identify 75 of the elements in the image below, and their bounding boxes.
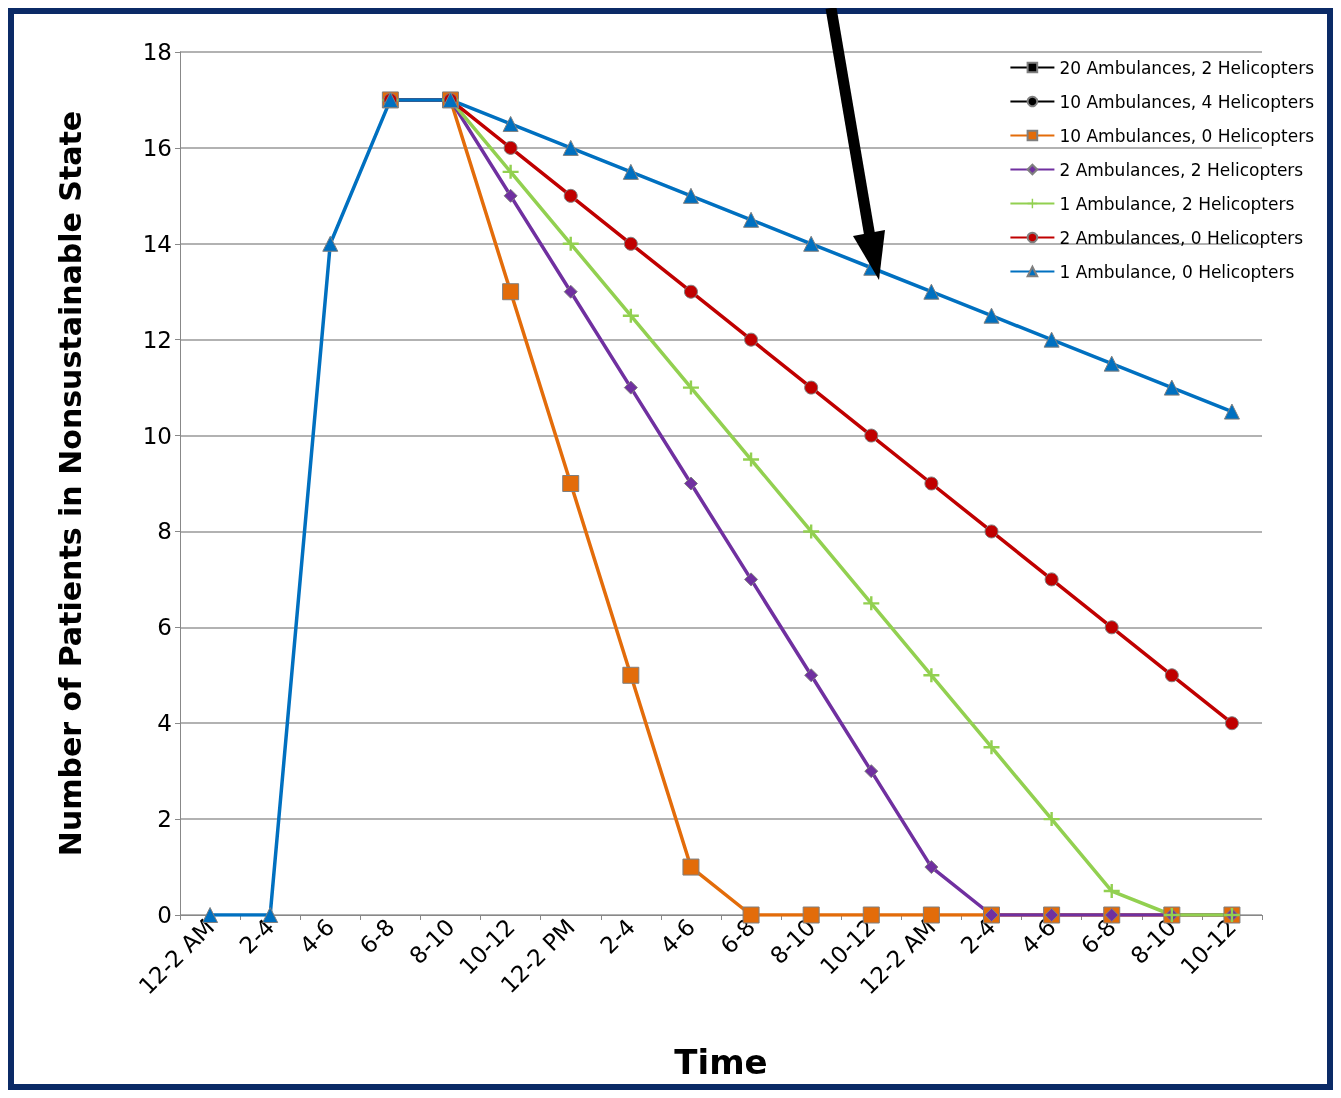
y-tick-label: 4 (157, 710, 172, 737)
point (984, 524, 999, 539)
y-tick-label: 2 (157, 806, 172, 833)
legend-label: 1 Ambulance, 0 Helicopters (1059, 261, 1295, 282)
x-tick-label: 2-4 (234, 913, 280, 959)
point (863, 596, 880, 611)
legend-label: 2 Ambulances, 0 Helicopters (1059, 227, 1304, 248)
point (322, 235, 339, 252)
point (562, 475, 580, 492)
legend-label: 2 Ambulances, 2 Helicopters (1059, 159, 1304, 180)
x-tick-label: 6-8 (715, 913, 761, 959)
point (1043, 331, 1060, 348)
point (682, 858, 700, 876)
point (502, 164, 519, 179)
y-tick-label: 0 (157, 902, 172, 928)
point (623, 380, 638, 395)
legend-label: 10 Ambulances, 0 Helicopters (1059, 125, 1315, 146)
point (683, 284, 698, 299)
x-tick-label: 6-8 (1075, 913, 1121, 959)
point (622, 666, 640, 684)
point (682, 380, 699, 395)
point (743, 211, 760, 228)
x-tick-label: 4-6 (294, 913, 340, 959)
point (622, 308, 639, 323)
point (622, 163, 639, 180)
y-tick-label: 16 (142, 134, 172, 161)
point (503, 140, 518, 155)
point (682, 187, 699, 204)
point (563, 284, 578, 299)
x-axis-title: Time (674, 1042, 768, 1082)
y-tick-label: 8 (157, 518, 172, 545)
point (1164, 668, 1179, 683)
legend-label: 20 Ambulances, 2 Helicopters (1059, 57, 1315, 78)
x-tick-label: 2-4 (955, 913, 1001, 959)
point (864, 428, 879, 443)
point (503, 188, 518, 203)
point (1223, 403, 1240, 420)
y-tick-label: 10 (142, 422, 172, 449)
y-tick-label: 18 (142, 39, 172, 65)
point (744, 332, 759, 347)
x-tick-label: 4-6 (655, 913, 701, 959)
point (623, 236, 638, 251)
legend-label: 1 Ambulance, 2 Helicopters (1059, 193, 1295, 214)
point (923, 283, 940, 300)
point (983, 307, 1000, 324)
y-tick-label: 14 (142, 230, 172, 257)
point (803, 235, 820, 252)
point (502, 115, 519, 132)
point (1163, 379, 1180, 396)
x-tick-label: 6-8 (354, 913, 400, 959)
y-tick-label: 12 (142, 326, 172, 353)
point (983, 740, 1000, 755)
y-axis-title: Number of Patients in Nonsustainable State (52, 110, 88, 857)
point (1103, 355, 1120, 372)
point (804, 380, 819, 395)
point (1104, 620, 1119, 635)
legend-label: 10 Ambulances, 4 Helicopters (1059, 91, 1315, 112)
point (804, 668, 819, 683)
point (743, 452, 760, 467)
point (1224, 716, 1239, 731)
x-tick-label: 2-4 (595, 913, 641, 959)
point (562, 139, 579, 156)
point (502, 283, 520, 301)
x-tick-label: 4-6 (1015, 913, 1061, 959)
point (744, 572, 759, 587)
point (683, 476, 698, 491)
point (803, 524, 820, 539)
point (1043, 812, 1060, 827)
point (924, 476, 939, 491)
point (924, 860, 939, 875)
y-tick-label: 6 (157, 614, 172, 641)
point (563, 188, 578, 203)
point (864, 764, 879, 779)
point (923, 668, 940, 683)
point (1044, 572, 1059, 587)
